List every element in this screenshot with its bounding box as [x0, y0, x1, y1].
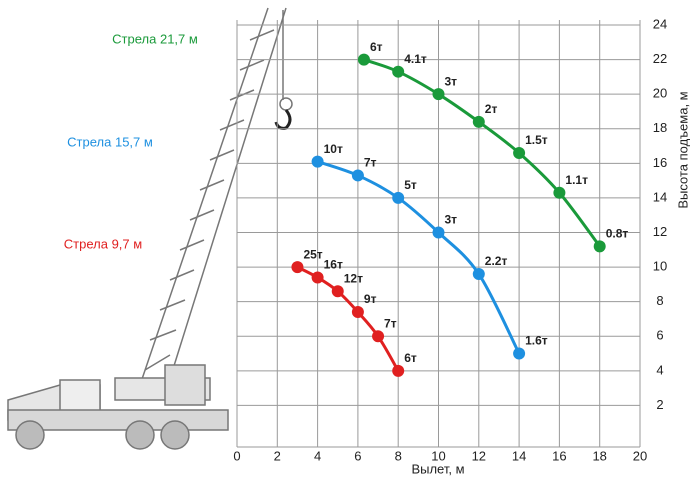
data-point	[392, 191, 405, 204]
data-point	[351, 306, 364, 319]
y-axis-label: Высота подъема, м	[675, 91, 690, 208]
point-label: 6т	[370, 40, 383, 54]
data-point	[311, 155, 324, 168]
data-point	[472, 268, 485, 280]
point-label: 7т	[384, 316, 397, 330]
point-label: 2.2т	[485, 254, 508, 268]
data-point	[392, 65, 405, 78]
y-tick-label: 2	[656, 397, 663, 412]
y-tick-label: 10	[653, 259, 667, 274]
point-label: 10т	[324, 142, 343, 156]
x-tick-label: 12	[472, 448, 486, 463]
x-tick-label: 0	[233, 448, 240, 463]
point-label: 3т	[445, 213, 458, 227]
point-label: 5т	[404, 178, 417, 192]
point-label: 1.1т	[565, 173, 588, 187]
data-point	[331, 285, 344, 298]
point-label: 6т	[404, 351, 417, 365]
data-point	[513, 146, 526, 159]
data-point	[553, 186, 566, 199]
data-point	[432, 88, 445, 101]
point-label: 12т	[344, 271, 363, 285]
data-point	[351, 169, 364, 182]
point-label: 1.5т	[525, 133, 548, 147]
x-tick-label: 20	[633, 448, 647, 463]
x-tick-label: 2	[274, 448, 281, 463]
x-axis-label: Вылет, м	[411, 461, 464, 476]
legend-entry: Стрела 15,7 м	[67, 134, 153, 149]
x-tick-label: 10	[431, 448, 445, 463]
data-point	[291, 261, 304, 274]
data-point	[311, 271, 324, 284]
x-tick-label: 6	[354, 448, 361, 463]
data-point	[357, 53, 370, 66]
y-tick-label: 16	[653, 155, 667, 170]
data-point	[392, 364, 405, 377]
data-point	[372, 330, 385, 343]
x-tick-label: 16	[552, 448, 566, 463]
data-point	[472, 115, 485, 128]
y-tick-label: 22	[653, 51, 667, 66]
x-tick-label: 18	[592, 448, 606, 463]
legend-entry: Стрела 21,7 м	[112, 31, 198, 46]
point-label: 16т	[324, 258, 343, 272]
x-tick-label: 4	[314, 448, 321, 463]
point-label: 0.8т	[606, 227, 629, 241]
x-tick-label: 8	[395, 448, 402, 463]
point-label: 7т	[364, 156, 377, 170]
point-label: 1.6т	[525, 334, 548, 348]
point-label: 3т	[445, 74, 458, 88]
legend-entry: Стрела 9,7 м	[64, 236, 142, 251]
y-tick-label: 18	[653, 120, 667, 135]
data-point	[432, 226, 445, 239]
crane-illustration	[7, 7, 293, 450]
data-point	[593, 240, 606, 253]
y-tick-label: 12	[653, 224, 667, 239]
y-tick-label: 4	[656, 362, 663, 377]
y-tick-label: 14	[653, 189, 667, 204]
point-label: 4.1т	[404, 52, 427, 66]
point-label: 25т	[303, 247, 322, 261]
point-label: 9т	[364, 292, 377, 306]
x-tick-label: 14	[512, 448, 526, 463]
y-tick-label: 24	[653, 16, 667, 31]
series-line	[363, 58, 601, 248]
y-tick-label: 6	[656, 328, 663, 343]
data-point	[513, 347, 526, 360]
point-label: 2т	[485, 102, 498, 116]
y-tick-label: 8	[656, 293, 663, 308]
y-tick-label: 20	[653, 86, 667, 101]
